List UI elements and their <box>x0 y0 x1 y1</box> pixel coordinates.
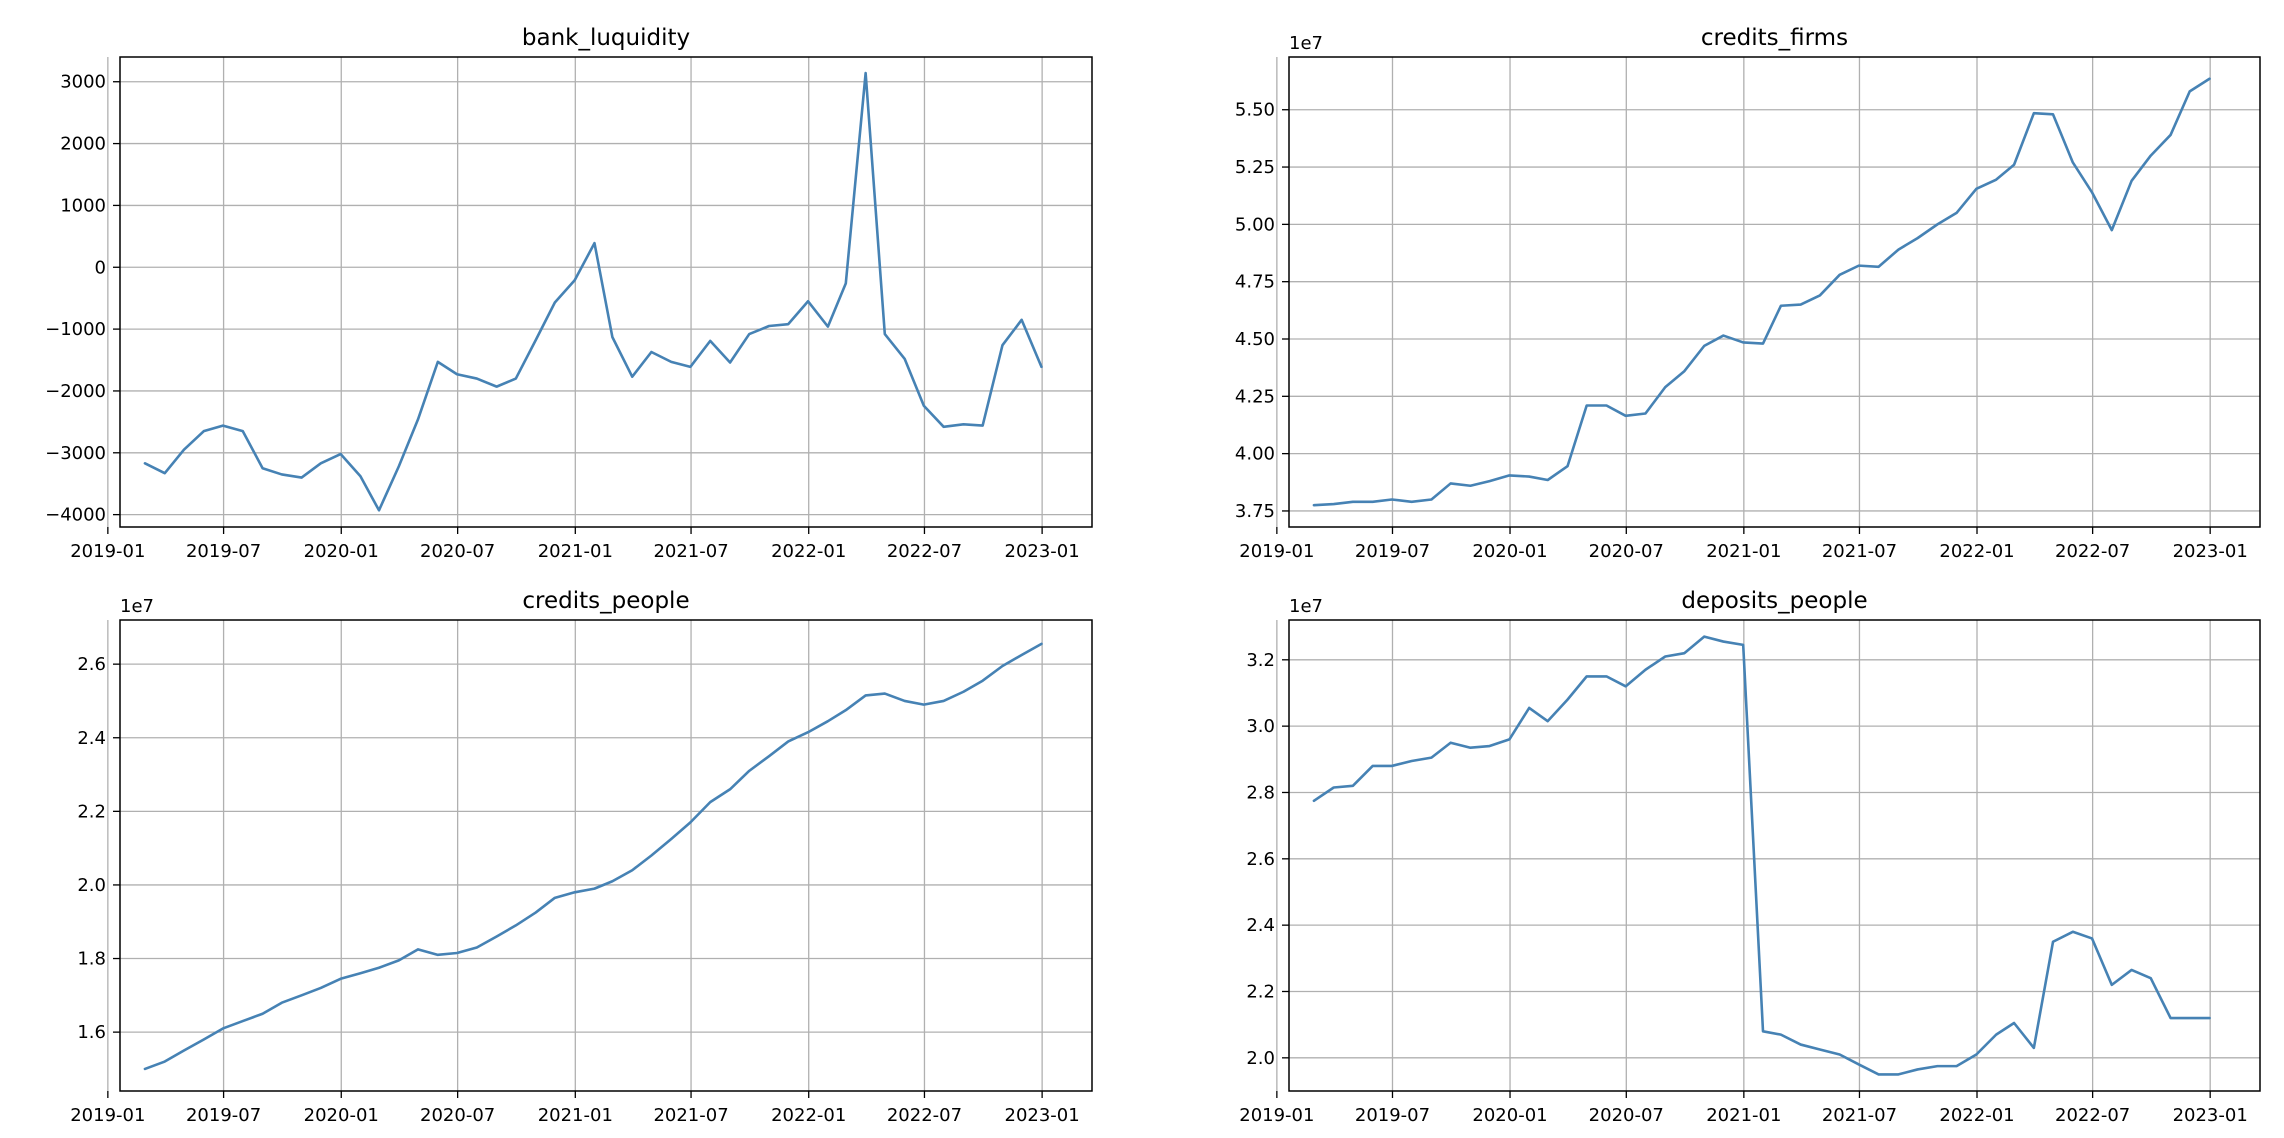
x-tick-label: 2020-07 <box>1589 541 1664 562</box>
y-tick-label: 5.25 <box>1235 157 1275 178</box>
x-tick-label: 2019-07 <box>186 1105 261 1126</box>
axes-frame <box>1288 619 2261 1092</box>
x-tick-label: 2023-01 <box>1005 541 1080 562</box>
y-tick-label: 2.4 <box>77 728 106 749</box>
y-tick-label: 2.6 <box>77 654 106 675</box>
y-tick-label: 4.50 <box>1235 329 1275 350</box>
y-tick-label: 3.2 <box>1246 650 1275 671</box>
y-offset-label: 1e7 <box>120 596 154 617</box>
x-tick-label: 2022-07 <box>2055 541 2130 562</box>
x-tick-label: 2022-07 <box>2055 1105 2130 1126</box>
x-tick-label: 2021-01 <box>538 1105 613 1126</box>
x-tick-label: 2020-07 <box>420 1105 495 1126</box>
x-tick-label: 2020-01 <box>1472 541 1547 562</box>
x-tick-label: 2021-07 <box>653 541 728 562</box>
x-tick-label: 2019-01 <box>1239 541 1314 562</box>
y-tick-label: −4000 <box>45 505 106 526</box>
y-tick-label: 2.0 <box>1246 1048 1275 1069</box>
chart-panel-3: 2019-01 2019-07 2020-01 2020-07 2021-01 2021-… <box>70 588 1093 1126</box>
y-tick-label: 2.0 <box>77 875 106 896</box>
axes-frame <box>1288 56 2261 528</box>
y-tick-label: 2.2 <box>1246 981 1275 1002</box>
y-offset-label: 1e7 <box>1289 33 1323 54</box>
x-tick-label: 2023-01 <box>2173 541 2248 562</box>
x-tick-label: 2022-01 <box>771 541 846 562</box>
x-tick-label: 2020-01 <box>1472 1105 1547 1126</box>
x-tick-label: 2022-07 <box>887 541 962 562</box>
y-tick-label: 2.4 <box>1246 915 1275 936</box>
y-tick-label: −1000 <box>45 319 106 340</box>
series-line-1 <box>143 642 1043 1071</box>
x-tick-label: 2022-07 <box>887 1105 962 1126</box>
y-tick-label: 2.6 <box>1246 849 1275 870</box>
y-tick-label: 1.6 <box>77 1022 106 1043</box>
x-tick-label: 2019-07 <box>1355 541 1430 562</box>
y-tick-label: 4.75 <box>1235 272 1275 293</box>
x-tick-label: 2020-07 <box>1589 1105 1664 1126</box>
x-tick-label: 2020-01 <box>304 541 379 562</box>
x-tick-label: 2019-07 <box>186 541 261 562</box>
x-tick-label: 2023-01 <box>2173 1105 2248 1126</box>
chart-panel-1: 2019-01 2019-07 2020-01 2020-07 2021-01 2021-… <box>45 25 1093 562</box>
y-tick-label: 3.75 <box>1235 501 1275 522</box>
series-line-1 <box>143 71 1043 512</box>
x-tick-label: 2019-01 <box>70 541 145 562</box>
x-tick-label: 2022-01 <box>1939 541 2014 562</box>
x-tick-label: 2020-01 <box>304 1105 379 1126</box>
x-tick-label: 2021-07 <box>653 1105 728 1126</box>
x-tick-label: 2021-01 <box>1706 541 1781 562</box>
x-tick-label: 2022-01 <box>1939 1105 2014 1126</box>
y-tick-label: 1000 <box>60 195 106 216</box>
axes-frame <box>119 56 1093 528</box>
chart-title: bank_luquidity <box>522 25 690 51</box>
x-tick-label: 2020-07 <box>420 541 495 562</box>
y-tick-label: 2.8 <box>1246 782 1275 803</box>
y-tick-label: 3000 <box>60 72 106 93</box>
y-tick-label: 4.00 <box>1235 444 1275 465</box>
y-tick-label: 5.50 <box>1235 100 1275 121</box>
x-tick-label: 2019-01 <box>70 1105 145 1126</box>
x-tick-label: 2021-01 <box>1706 1105 1781 1126</box>
y-tick-label: 1.8 <box>77 949 106 970</box>
series-line-1 <box>1312 635 2211 1076</box>
chart-title: deposits_people <box>1681 588 1867 614</box>
y-tick-label: −3000 <box>45 443 106 464</box>
y-offset-label: 1e7 <box>1289 596 1323 617</box>
chart-title: credits_firms <box>1701 25 1848 51</box>
x-tick-label: 2021-01 <box>538 541 613 562</box>
x-tick-label: 2023-01 <box>1005 1105 1080 1126</box>
y-tick-label: 5.00 <box>1235 214 1275 235</box>
x-tick-label: 2022-01 <box>771 1105 846 1126</box>
x-tick-label: 2021-07 <box>1822 1105 1897 1126</box>
y-tick-label: −2000 <box>45 381 106 402</box>
x-tick-label: 2019-01 <box>1239 1105 1314 1126</box>
series-line-1 <box>1312 77 2211 507</box>
x-tick-label: 2021-07 <box>1822 541 1897 562</box>
y-tick-label: 4.25 <box>1235 386 1275 407</box>
y-tick-label: 2000 <box>60 134 106 155</box>
chart-title: credits_people <box>522 588 689 614</box>
axes-frame <box>119 619 1093 1092</box>
y-tick-label: 2.2 <box>77 801 106 822</box>
y-tick-label: 0 <box>95 257 106 278</box>
chart-panel-4: 2019-01 2019-07 2020-01 2020-07 2021-01 2021-… <box>1239 588 2261 1126</box>
chart-panel-2: 2019-01 2019-07 2020-01 2020-07 2021-01 2021-… <box>1235 25 2261 562</box>
x-tick-label: 2019-07 <box>1355 1105 1430 1126</box>
y-tick-label: 3.0 <box>1246 716 1275 737</box>
